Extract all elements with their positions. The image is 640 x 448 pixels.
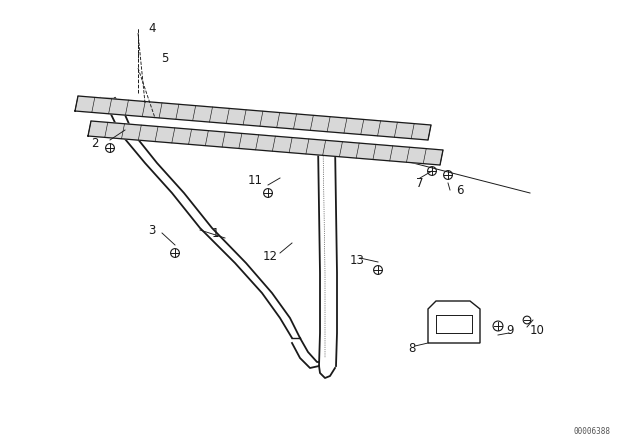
- Text: 12: 12: [262, 250, 278, 263]
- Text: 11: 11: [248, 173, 262, 186]
- Text: 10: 10: [529, 323, 545, 336]
- Text: 9: 9: [506, 323, 514, 336]
- Text: 1: 1: [211, 227, 219, 240]
- Text: 7: 7: [416, 177, 424, 190]
- Text: 00006388: 00006388: [573, 427, 610, 436]
- Text: 13: 13: [349, 254, 364, 267]
- Polygon shape: [88, 121, 443, 165]
- Text: 2: 2: [92, 137, 99, 150]
- Text: 6: 6: [456, 184, 464, 197]
- Text: 4: 4: [148, 22, 156, 34]
- Text: 8: 8: [408, 341, 416, 354]
- Text: 3: 3: [148, 224, 156, 237]
- Polygon shape: [75, 96, 431, 140]
- Text: 5: 5: [161, 52, 169, 65]
